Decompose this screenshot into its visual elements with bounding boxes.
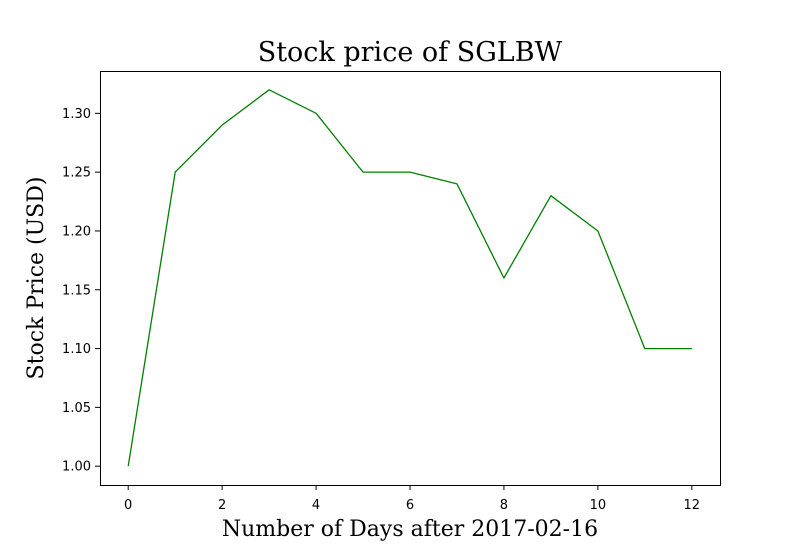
x-tick-label: 4 xyxy=(312,498,320,513)
x-tick-label: 6 xyxy=(406,498,414,513)
chart-title: Stock price of SGLBW xyxy=(258,37,563,68)
y-tick-label: 1.05 xyxy=(62,401,91,416)
y-tick-label: 1.20 xyxy=(62,224,91,239)
y-tick-label: 1.00 xyxy=(62,460,91,475)
x-tick-label: 10 xyxy=(590,498,607,513)
x-tick-label: 0 xyxy=(124,498,132,513)
x-axis: 0 2 4 6 8 10 12 xyxy=(124,485,700,513)
y-axis-label: Stock Price (USD) xyxy=(24,177,49,380)
y-tick-label: 1.25 xyxy=(62,166,91,181)
y-axis: 1.00 1.05 1.10 1.15 1.20 1.25 1.30 xyxy=(62,107,100,475)
series-line xyxy=(128,90,692,466)
plot-frame xyxy=(101,72,721,486)
x-tick-label: 12 xyxy=(684,498,701,513)
x-tick-label: 2 xyxy=(218,498,226,513)
y-tick-label: 1.15 xyxy=(62,283,91,298)
x-tick-label: 8 xyxy=(500,498,508,513)
y-tick-label: 1.10 xyxy=(62,342,91,357)
x-axis-label: Number of Days after 2017-02-16 xyxy=(222,517,598,542)
y-tick-label: 1.30 xyxy=(62,107,91,122)
